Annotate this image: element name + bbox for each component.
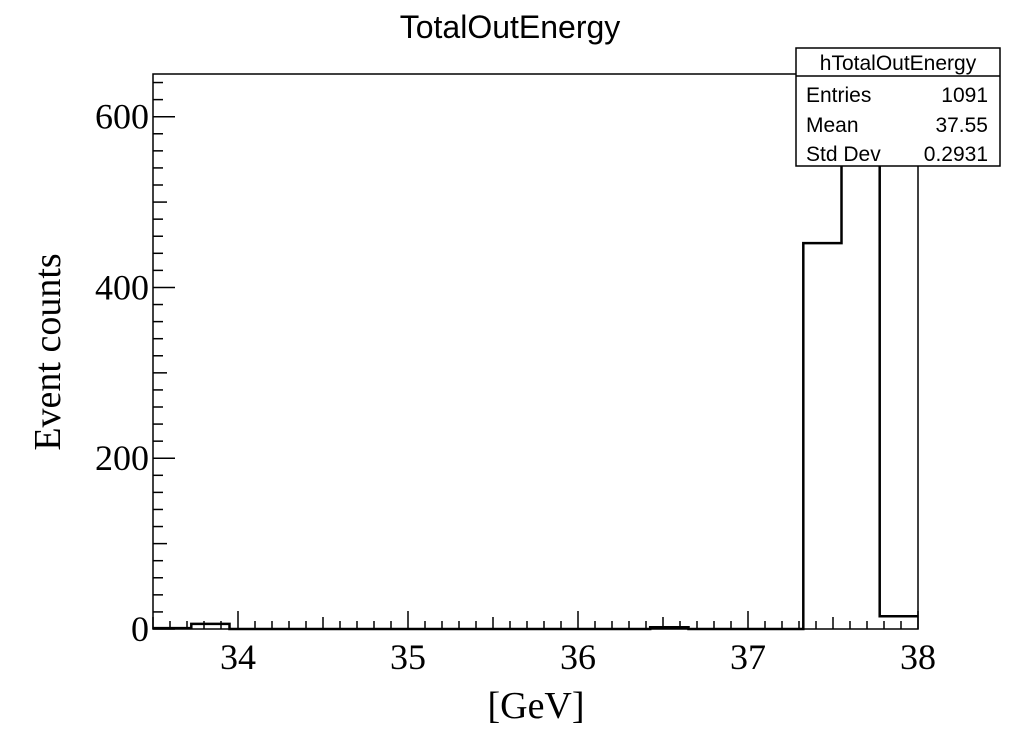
- stats-entries-label: Entries: [806, 84, 871, 107]
- histogram-outline: [153, 102, 918, 631]
- y-tick-label: 400: [95, 267, 149, 307]
- y-tick-label: 600: [95, 97, 149, 137]
- y-axis-label: Event counts: [27, 253, 69, 450]
- histogram-bin-6: [842, 104, 880, 629]
- histogram-bin-7: [880, 616, 918, 629]
- x-axis: 34 35 36 37 38: [152, 611, 936, 677]
- stats-box: hTotalOutEnergy Entries 1091 Mean 37.55 …: [795, 47, 1001, 167]
- y-tick-label: 0: [131, 609, 149, 649]
- x-axis-label: [GeV]: [487, 685, 584, 727]
- stats-stddev-label: Std Dev: [806, 143, 881, 166]
- x-tick-label: 36: [560, 637, 596, 677]
- stats-mean-value: 37.55: [935, 114, 988, 137]
- stats-mean-label: Mean: [806, 114, 859, 137]
- stats-title: hTotalOutEnergy: [820, 52, 977, 75]
- x-tick-label: 38: [900, 637, 936, 677]
- stats-entries-value: 1091: [941, 84, 988, 107]
- x-tick-label: 37: [730, 637, 766, 677]
- chart-title: TotalOutEnergy: [400, 9, 621, 45]
- x-tick-label: 35: [390, 637, 426, 677]
- x-tick-label: 34: [220, 637, 256, 677]
- y-axis: 0 200 400 600: [95, 81, 175, 649]
- stats-stddev-value: 0.2931: [924, 143, 988, 166]
- y-tick-label: 200: [95, 438, 149, 478]
- histogram-bin-5: [803, 243, 841, 629]
